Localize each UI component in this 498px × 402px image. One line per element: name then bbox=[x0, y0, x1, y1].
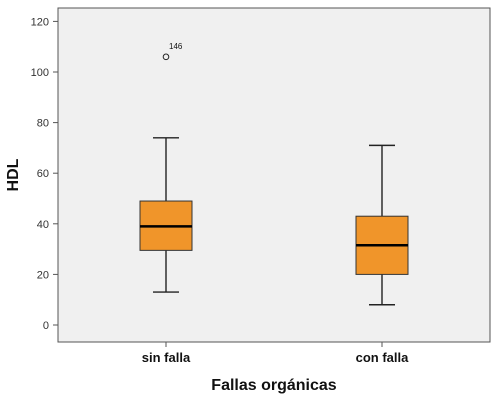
x-axis: sin falla con falla bbox=[142, 342, 409, 365]
y-tick-label: 0 bbox=[43, 320, 49, 332]
outlier-label: 146 bbox=[169, 42, 183, 51]
x-category-label: sin falla bbox=[142, 350, 191, 365]
y-tick-label: 120 bbox=[31, 16, 49, 28]
boxes: 146 bbox=[139, 42, 409, 306]
plot-area bbox=[57, 7, 491, 343]
outlier-point bbox=[162, 53, 170, 61]
y-tick-label: 100 bbox=[31, 67, 49, 79]
y-tick-label: 40 bbox=[37, 219, 49, 231]
box-group bbox=[355, 144, 409, 306]
x-category-label: con falla bbox=[356, 350, 410, 365]
y-tick-label: 60 bbox=[37, 168, 49, 180]
x-axis-title: Fallas orgánicas bbox=[211, 377, 336, 394]
y-axis-title: HDL bbox=[5, 158, 22, 191]
y-axis: 0 20 40 60 80 100 120 bbox=[31, 16, 58, 332]
y-tick-label: 20 bbox=[37, 269, 49, 281]
y-tick-label: 80 bbox=[37, 118, 49, 130]
box-group: 146 bbox=[139, 42, 193, 293]
